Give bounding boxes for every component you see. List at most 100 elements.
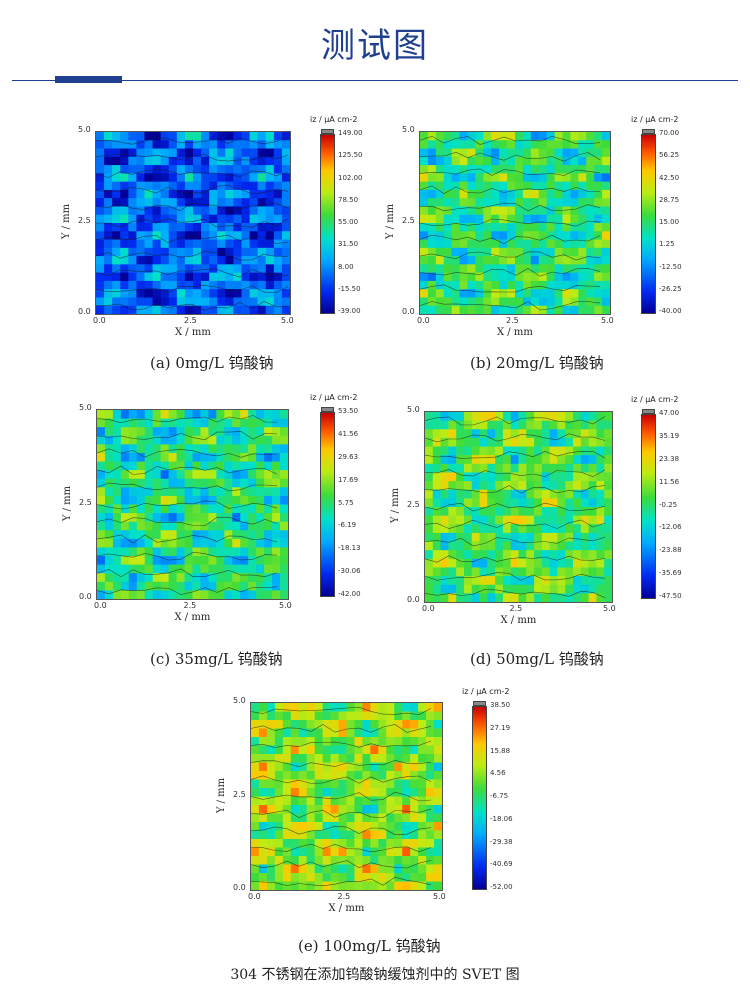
heatmap-cell [273, 198, 283, 208]
heatmap-cell [136, 247, 146, 257]
heatmap-cell [354, 847, 364, 857]
heatmap-cell [526, 481, 535, 491]
heatmap-cell [168, 521, 178, 531]
heatmap-cell [251, 745, 260, 755]
heatmap-cell [518, 498, 527, 508]
heatmap-cell [570, 223, 579, 232]
heatmap-cell [241, 256, 251, 265]
heatmap-cell [306, 864, 316, 874]
heatmap-cell [426, 703, 435, 713]
heatmap-cell [515, 140, 524, 150]
heatmap-cell [168, 461, 178, 471]
heatmap-cell [434, 703, 442, 713]
heatmap-cell [120, 530, 130, 540]
heatmap-cell [541, 463, 551, 474]
heatmap-cell [491, 140, 500, 150]
heatmap-cell [580, 481, 590, 491]
heatmap-cell [554, 272, 564, 282]
heatmap-cell [200, 470, 210, 480]
y-axis-label: Y / mm [216, 777, 228, 813]
heatmap-cell [128, 132, 138, 141]
heatmap-cell [201, 214, 210, 224]
heatmap-cell [402, 754, 411, 764]
heatmap-cell [240, 590, 249, 599]
heatmap-cell [549, 412, 559, 422]
heatmap-cell [258, 703, 268, 713]
heatmap-cell [193, 305, 202, 314]
colorbar-tick-label: 23.38 [659, 454, 680, 463]
heatmap-cell [456, 455, 465, 465]
heatmap-cell [546, 206, 556, 216]
heatmap-cell [515, 231, 524, 241]
heatmap-cell [604, 532, 612, 543]
heatmap-cell [573, 532, 582, 543]
heatmap-cell [136, 214, 146, 224]
heatmap-cell [257, 247, 267, 257]
heatmap-cell [240, 495, 249, 506]
heatmap-cell [427, 297, 437, 307]
heatmap-cell [97, 530, 106, 540]
heatmap-cell [410, 728, 419, 738]
heatmap-cell [225, 239, 235, 249]
heatmap-cell [459, 223, 469, 232]
contour-line [420, 202, 601, 212]
heatmap-cell [176, 564, 186, 574]
heatmap-cell [257, 264, 267, 274]
heatmap-cell [120, 256, 129, 265]
heatmap-cell [217, 189, 226, 199]
heatmap-cell [272, 581, 281, 592]
heatmap-cell [510, 541, 520, 551]
heatmap-cell [487, 567, 496, 577]
heatmap-cell [192, 538, 202, 549]
heatmap-cell [224, 581, 233, 592]
heatmap-cell [386, 703, 395, 713]
heatmap-cell [526, 489, 535, 499]
heatmap-cell [208, 538, 217, 549]
heatmap-cell [479, 446, 488, 456]
heatmap-cell [272, 418, 281, 428]
heatmap-cell [241, 280, 251, 290]
heatmap-cell [248, 573, 257, 583]
heatmap-cell [273, 231, 283, 241]
heatmap-cell [562, 198, 572, 208]
heatmap-cell [425, 524, 434, 534]
heatmap-cell [208, 521, 217, 531]
heatmap-cell [112, 547, 122, 557]
heatmap-cell [580, 558, 590, 569]
heatmap-cell [475, 140, 484, 150]
heatmap-cell [96, 247, 105, 257]
heatmap-cell [112, 435, 122, 445]
heatmap-cell [257, 272, 267, 282]
heatmap-cell [534, 498, 543, 508]
heatmap-cell [184, 470, 194, 480]
heatmap-cell [495, 541, 504, 551]
heatmap-cell [573, 584, 582, 594]
heatmap-cell [168, 148, 178, 158]
heatmap-cell [128, 256, 138, 265]
heatmap-cell [443, 206, 453, 216]
heatmap-cell [420, 239, 429, 249]
heatmap-cell [565, 541, 574, 551]
heatmap-cell [362, 779, 371, 789]
heatmap-cell [565, 481, 574, 491]
heatmap-cell [160, 289, 170, 299]
heatmap-cell [510, 558, 520, 569]
heatmap-cell [432, 472, 442, 482]
heatmap-cell [573, 429, 582, 439]
heatmap-cell [282, 754, 292, 764]
heatmap-cell [487, 489, 496, 499]
heatmap-cell [588, 489, 598, 499]
heatmap-cell [586, 206, 595, 216]
heatmap-cell [427, 140, 437, 150]
heatmap-cell [426, 771, 435, 781]
heatmap-cell [588, 558, 598, 569]
heatmap-cell [314, 745, 324, 755]
colorbar-tick-label: -0.25 [659, 500, 678, 509]
heatmap-cell [136, 538, 146, 549]
heatmap-cell [233, 297, 243, 307]
contour-line [96, 234, 289, 244]
heatmap-cell [557, 446, 566, 456]
heatmap-cell [534, 455, 543, 465]
heatmap-cell [184, 223, 194, 232]
heatmap-cell [192, 418, 202, 428]
